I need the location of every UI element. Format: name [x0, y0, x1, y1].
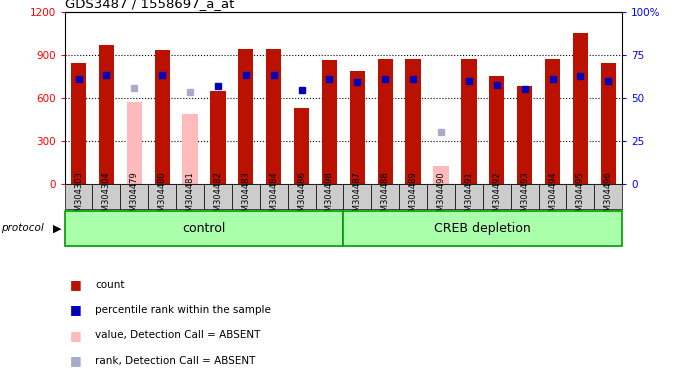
Bar	[210, 91, 226, 184]
Bar	[154, 50, 170, 184]
Bar	[511, 184, 539, 209]
Bar	[99, 45, 114, 184]
Bar	[573, 33, 588, 184]
Text: GSM304487: GSM304487	[353, 171, 362, 222]
Text: ■: ■	[70, 354, 82, 367]
Text: GSM304482: GSM304482	[214, 171, 222, 222]
Bar	[371, 184, 399, 209]
Bar	[343, 211, 622, 246]
Text: percentile rank within the sample: percentile rank within the sample	[95, 305, 271, 315]
Text: count: count	[95, 280, 124, 290]
Bar	[343, 184, 371, 209]
Text: GSM304495: GSM304495	[576, 172, 585, 222]
Text: ■: ■	[70, 329, 82, 342]
Bar	[204, 184, 232, 209]
Bar	[545, 59, 560, 184]
Text: control: control	[182, 222, 226, 235]
Bar	[232, 184, 260, 209]
Text: GSM304492: GSM304492	[492, 172, 501, 222]
Bar	[350, 71, 365, 184]
Text: GSM304496: GSM304496	[604, 171, 613, 222]
Text: GDS3487 / 1558697_a_at: GDS3487 / 1558697_a_at	[65, 0, 234, 10]
Bar	[322, 60, 337, 184]
Bar	[65, 184, 92, 209]
Text: GSM304488: GSM304488	[381, 171, 390, 222]
Text: rank, Detection Call = ABSENT: rank, Detection Call = ABSENT	[95, 356, 256, 366]
Bar	[483, 184, 511, 209]
Bar	[517, 86, 532, 184]
Bar	[176, 184, 204, 209]
Text: GSM304490: GSM304490	[437, 172, 445, 222]
Bar	[266, 49, 282, 184]
Text: GSM304491: GSM304491	[464, 172, 473, 222]
Bar	[539, 184, 566, 209]
Bar	[377, 59, 393, 184]
Bar	[260, 184, 288, 209]
Text: GSM304479: GSM304479	[130, 171, 139, 222]
Bar	[294, 108, 309, 184]
Bar	[126, 102, 142, 184]
Text: GSM304494: GSM304494	[548, 172, 557, 222]
Bar	[120, 184, 148, 209]
Text: CREB depletion: CREB depletion	[435, 222, 531, 235]
Bar	[566, 184, 594, 209]
Bar	[455, 184, 483, 209]
Bar	[399, 184, 427, 209]
Bar	[92, 184, 120, 209]
Text: GSM304480: GSM304480	[158, 171, 167, 222]
Text: ■: ■	[70, 303, 82, 316]
Text: GSM304483: GSM304483	[241, 171, 250, 222]
Text: protocol: protocol	[1, 223, 44, 233]
Bar	[288, 184, 316, 209]
Text: GSM304484: GSM304484	[269, 171, 278, 222]
Text: GSM304303: GSM304303	[74, 171, 83, 222]
Bar	[316, 184, 343, 209]
Text: ▶: ▶	[53, 223, 61, 233]
Bar	[461, 59, 477, 184]
Bar	[594, 184, 622, 209]
Bar	[71, 63, 86, 184]
Text: GSM304486: GSM304486	[297, 171, 306, 222]
Text: GSM304498: GSM304498	[325, 171, 334, 222]
Bar	[238, 49, 254, 184]
Bar	[600, 63, 616, 184]
Text: value, Detection Call = ABSENT: value, Detection Call = ABSENT	[95, 330, 260, 340]
Bar	[489, 76, 505, 184]
Bar	[427, 184, 455, 209]
Bar	[65, 211, 343, 246]
Bar	[433, 166, 449, 184]
Bar	[405, 59, 421, 184]
Text: GSM304304: GSM304304	[102, 171, 111, 222]
Text: GSM304489: GSM304489	[409, 171, 418, 222]
Text: GSM304493: GSM304493	[520, 171, 529, 222]
Bar	[148, 184, 176, 209]
Text: GSM304481: GSM304481	[186, 171, 194, 222]
Text: ■: ■	[70, 278, 82, 291]
Bar	[182, 114, 198, 184]
